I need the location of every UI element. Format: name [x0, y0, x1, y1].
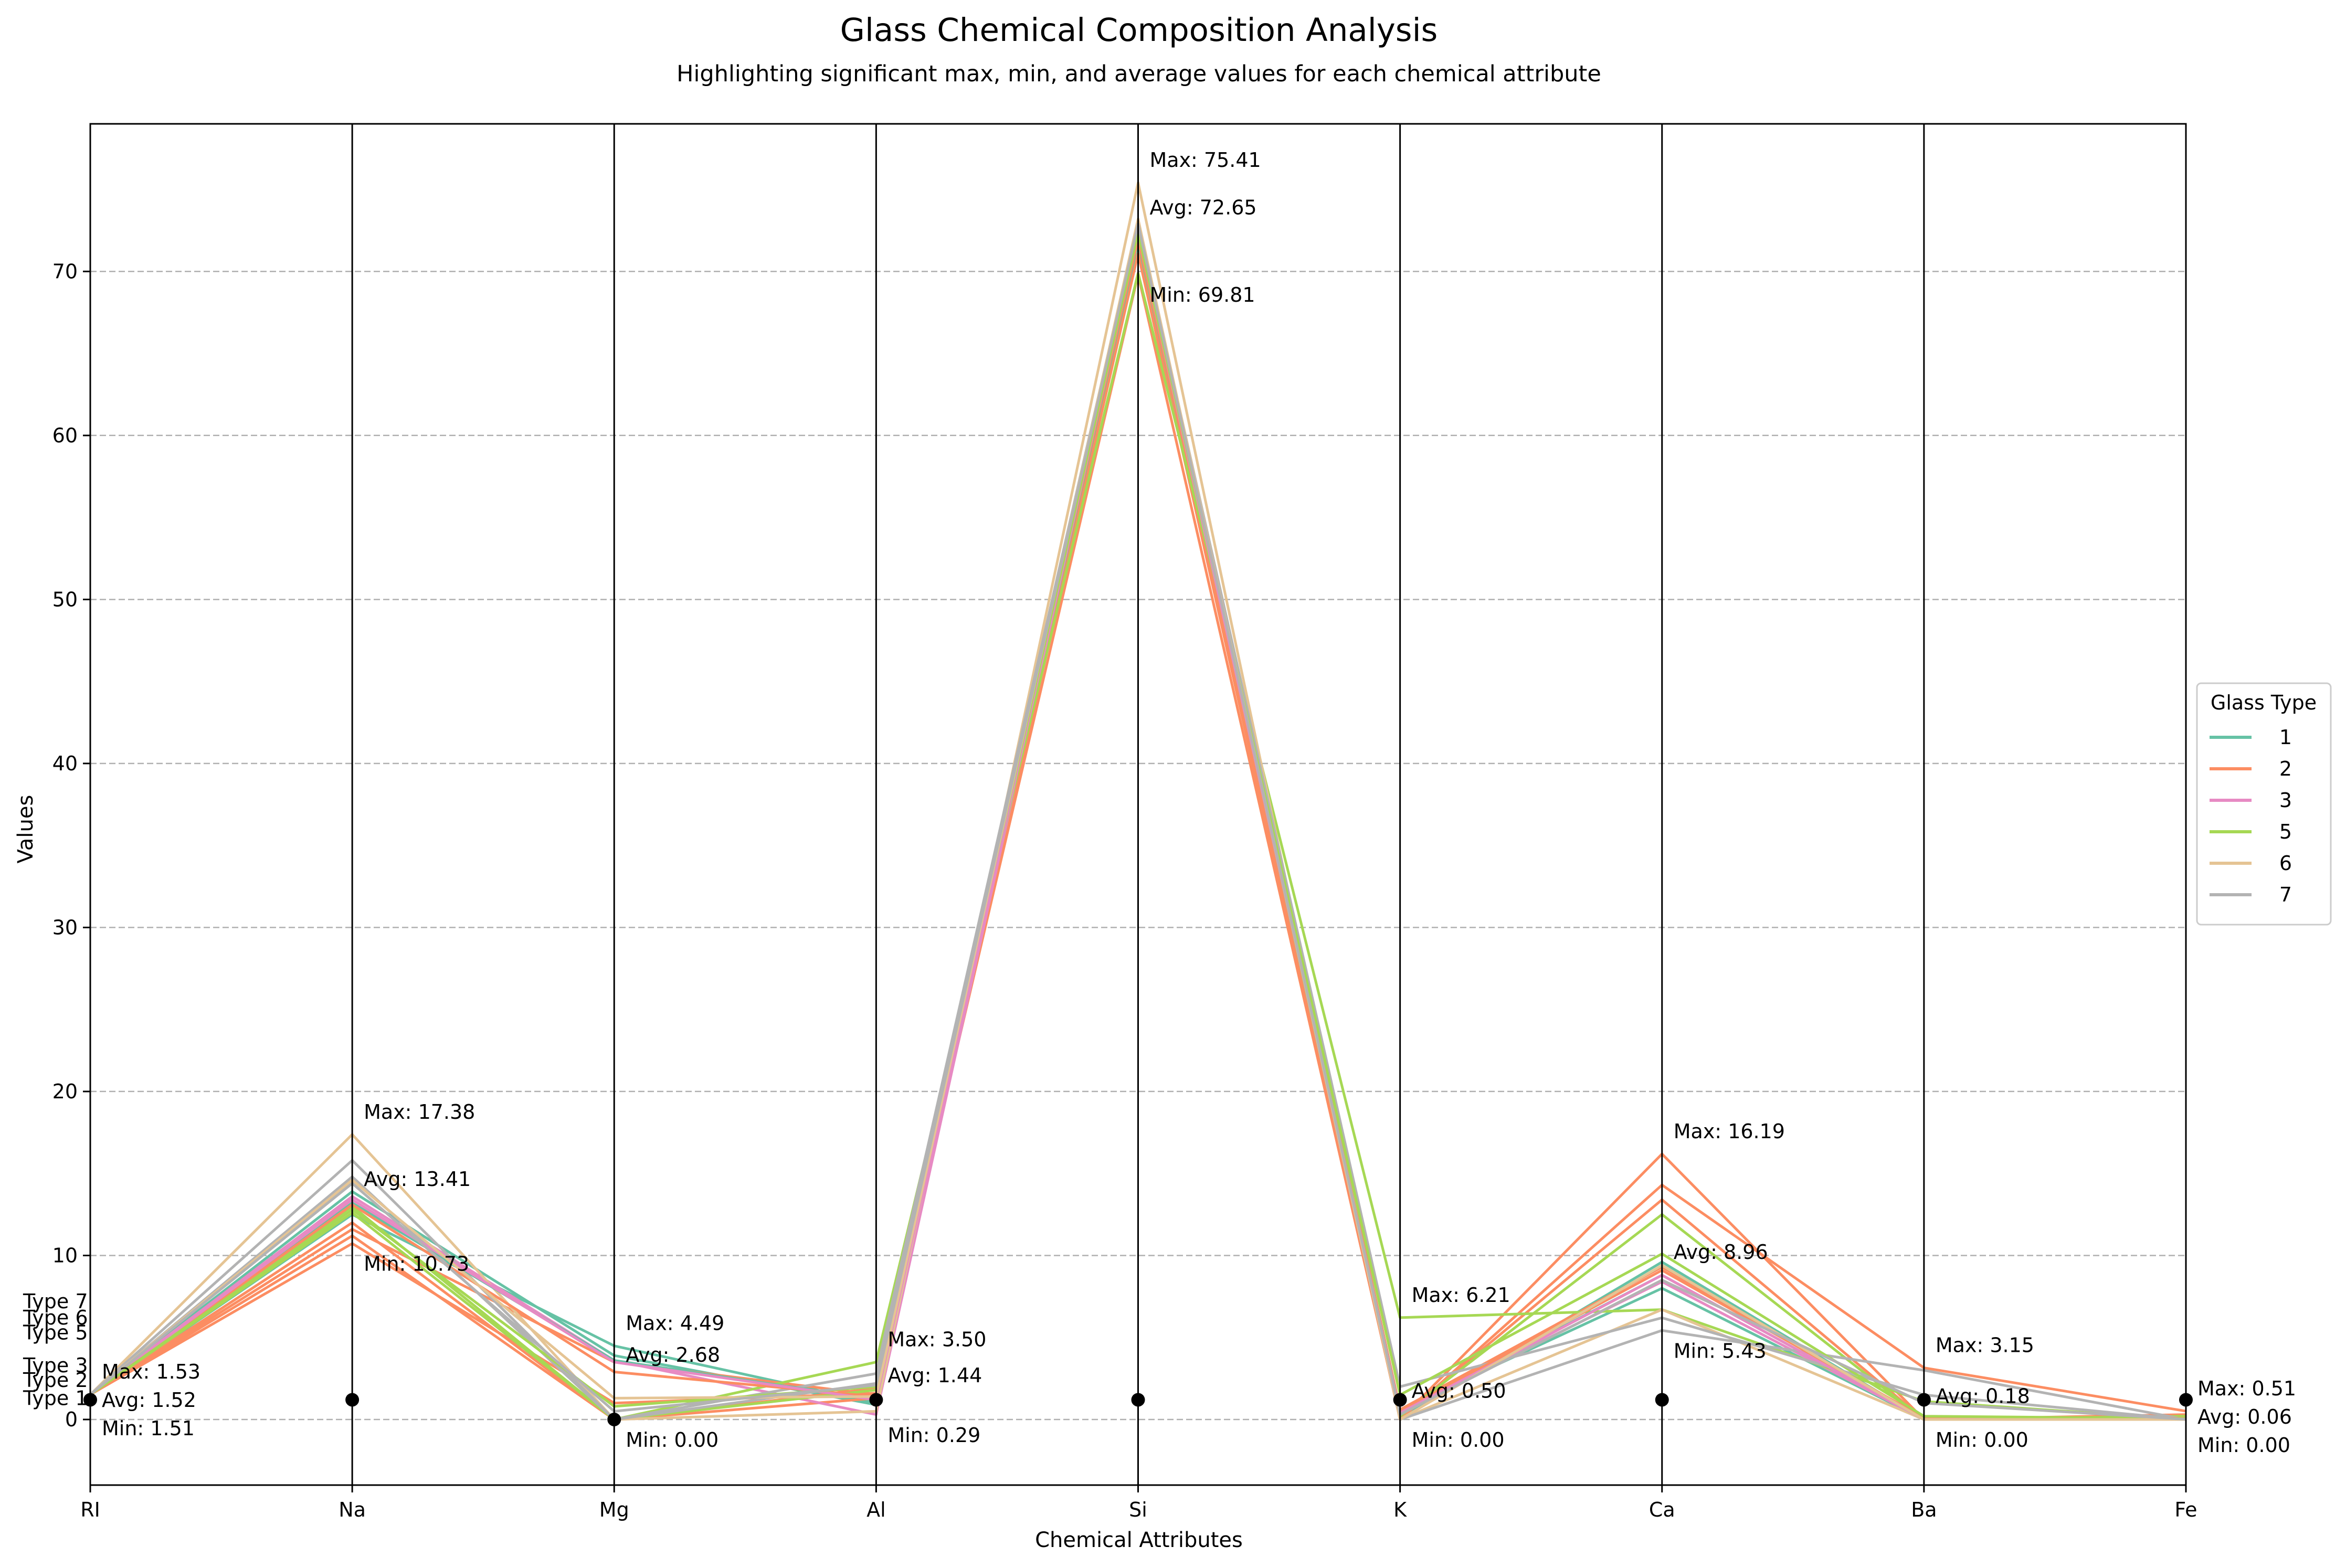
x-tick-label: K	[1393, 1498, 1407, 1521]
x-tick-label: Na	[339, 1498, 366, 1521]
stat-max-label: Max: 1.53	[102, 1360, 200, 1383]
stat-min-label: Min: 0.00	[626, 1428, 718, 1452]
legend-box	[2196, 682, 2332, 926]
stat-avg-label: Avg: 2.68	[626, 1343, 720, 1366]
x-tick-label: Ba	[1911, 1498, 1937, 1521]
stat-avg-label: Avg: 0.18	[1936, 1384, 2030, 1407]
y-tick-label: 50	[52, 588, 78, 611]
stat-max-label: Max: 4.49	[626, 1312, 724, 1335]
y-tick-label: 60	[52, 424, 78, 447]
axis-marker	[869, 1393, 883, 1407]
axis-marker	[1131, 1393, 1145, 1407]
legend-label: 6	[2279, 852, 2292, 875]
axis-marker	[1655, 1393, 1669, 1407]
stat-min-label: Min: 1.51	[102, 1417, 195, 1440]
x-tick-label: Fe	[2174, 1498, 2197, 1521]
legend: Glass Type 1 2 3 5 6 7	[2196, 682, 2332, 926]
vertical-axes	[89, 124, 2187, 1485]
type-label: Type 2	[23, 1369, 88, 1392]
legend-label: 5	[2279, 820, 2292, 843]
x-tick-label: Si	[1129, 1498, 1147, 1521]
stat-min-label: Min: 10.73	[364, 1253, 469, 1276]
stat-min-label: Min: 5.43	[1674, 1339, 1767, 1362]
x-tick-label: RI	[80, 1498, 100, 1521]
y-tick-label: 0	[65, 1408, 78, 1431]
stat-min-label: Min: 69.81	[1150, 283, 1255, 306]
x-axis-ticks: RI Na Mg Al Si K Ca Ba Fe	[80, 1485, 2197, 1521]
y-axis-ticks: 0 10 20 30 40 50 60 70	[52, 260, 90, 1431]
axis-marker	[1917, 1393, 1931, 1407]
type-label: Type 1	[23, 1386, 88, 1410]
stat-avg-label: Avg: 0.50	[1412, 1379, 1506, 1402]
stat-annotations: Max: 1.53 Avg: 1.52 Min: 1.51 Max: 17.38 Avg…	[102, 149, 2296, 1457]
chart-title: Glass Chemical Composition Analysis	[840, 12, 1438, 49]
x-tick-label: Mg	[599, 1498, 629, 1521]
stat-avg-label: Avg: 8.96	[1674, 1241, 1768, 1264]
y-tick-label: 70	[52, 260, 78, 283]
stat-min-label: Min: 0.00	[1412, 1428, 1505, 1452]
stat-min-label: Min: 0.00	[1936, 1428, 2028, 1452]
legend-label: 2	[2279, 757, 2292, 780]
stat-avg-label: Avg: 13.41	[364, 1168, 471, 1191]
legend-label: 7	[2279, 883, 2292, 906]
legend-label: 3	[2279, 789, 2292, 812]
type-label: Type 3	[23, 1354, 88, 1377]
stat-max-label: Max: 0.51	[2197, 1377, 2296, 1400]
stat-avg-label: Avg: 1.44	[887, 1364, 982, 1387]
stat-max-label: Max: 3.50	[887, 1328, 986, 1351]
type-label: Type 6	[23, 1306, 88, 1329]
axis-markers	[83, 1393, 2193, 1426]
legend-items: 1 2 3 5 6 7	[2210, 726, 2292, 906]
stat-max-label: Max: 16.19	[1674, 1120, 1785, 1143]
y-tick-label: 10	[52, 1244, 78, 1267]
stat-max-label: Max: 75.41	[1150, 149, 1261, 172]
y-tick-label: 40	[52, 752, 78, 775]
stat-min-label: Min: 0.29	[887, 1424, 980, 1447]
axis-marker	[1393, 1393, 1407, 1407]
x-tick-label: Ca	[1649, 1498, 1675, 1521]
y-tick-label: 20	[52, 1080, 78, 1103]
stat-min-label: Min: 0.00	[2197, 1434, 2290, 1457]
stat-max-label: Max: 17.38	[364, 1100, 475, 1124]
stat-avg-label: Avg: 72.65	[1150, 196, 1257, 219]
x-axis-label: Chemical Attributes	[1035, 1528, 1243, 1552]
axis-marker	[345, 1393, 360, 1407]
y-axis-label: Values	[14, 795, 38, 864]
stat-avg-label: Avg: 1.52	[102, 1389, 196, 1412]
type-label: Type 5	[23, 1321, 88, 1344]
y-tick-label: 30	[52, 916, 78, 939]
legend-title: Glass Type	[2211, 691, 2317, 714]
x-tick-label: Al	[866, 1498, 886, 1521]
chart-subtitle: Highlighting significant max, min, and a…	[677, 61, 1601, 87]
legend-label: 1	[2279, 726, 2292, 749]
type-label: Type 7	[23, 1290, 88, 1313]
stat-avg-label: Avg: 0.06	[2197, 1405, 2292, 1428]
axis-marker	[607, 1412, 621, 1426]
stat-max-label: Max: 6.21	[1412, 1284, 1510, 1307]
stat-max-label: Max: 3.15	[1936, 1334, 2034, 1357]
